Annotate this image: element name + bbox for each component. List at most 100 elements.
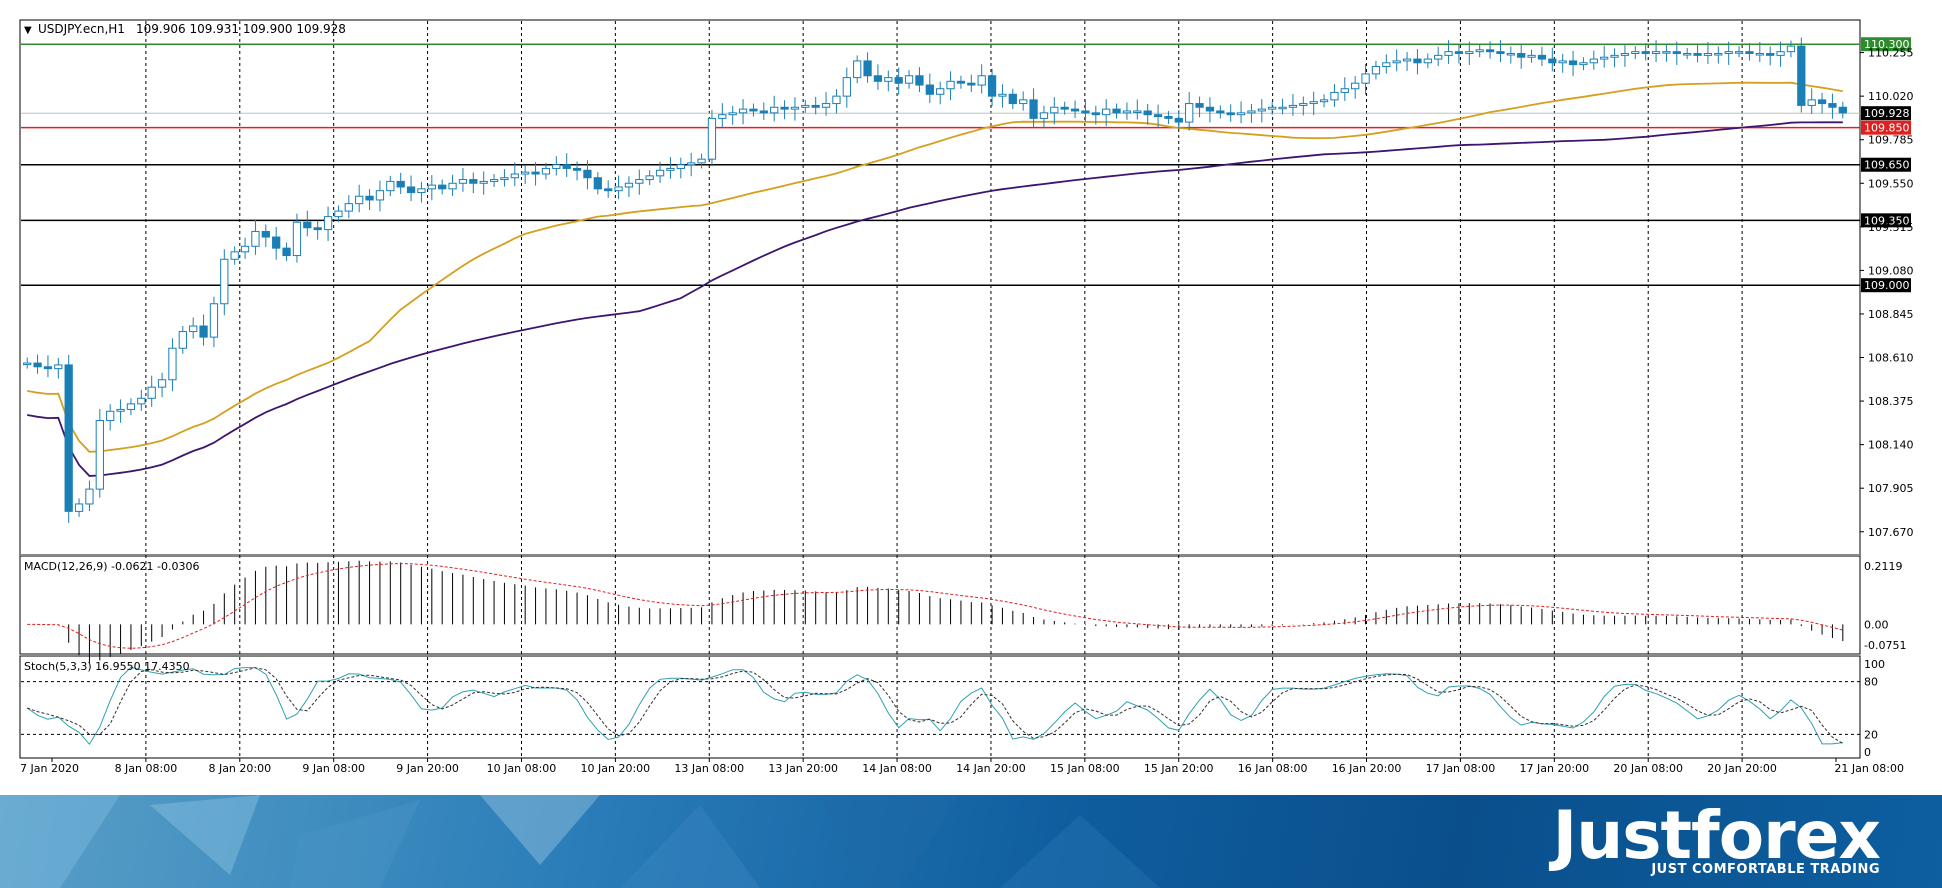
candle-body <box>614 186 623 192</box>
candle-body <box>998 93 1007 97</box>
candle-body <box>1195 103 1204 108</box>
candle-body <box>1475 49 1484 53</box>
candle-body <box>946 80 955 90</box>
candle-body <box>1299 103 1308 106</box>
y-tick-label: 108.845 <box>1868 308 1914 321</box>
candle-body <box>1672 51 1681 55</box>
candle-body <box>1807 99 1816 106</box>
y-tick-label: 109.550 <box>1868 177 1914 190</box>
candle-body <box>1589 58 1598 64</box>
candle-body <box>1631 51 1640 55</box>
candle-body <box>209 303 219 338</box>
candle-body <box>1693 53 1702 56</box>
x-tick-label: 9 Jan 08:00 <box>302 762 365 775</box>
brand-logo: Justforex <box>1552 797 1881 874</box>
candle-body <box>1216 110 1225 114</box>
chart-header-arrow[interactable]: ▼ <box>24 25 32 36</box>
candle-body <box>531 171 540 175</box>
candle-body <box>697 158 706 164</box>
candle-body <box>884 77 893 82</box>
x-tick-label: 14 Jan 20:00 <box>956 762 1026 775</box>
candle-body <box>1081 110 1090 114</box>
candle-body <box>1392 60 1401 64</box>
candle-body <box>303 221 312 229</box>
candle-body <box>427 184 436 190</box>
candle-body <box>438 184 447 190</box>
candle-body <box>1703 53 1713 56</box>
macd-y-label: 0.2119 <box>1864 560 1903 573</box>
stoch-y-label: 80 <box>1864 676 1878 689</box>
candle-body <box>1008 93 1017 105</box>
candle-body <box>386 180 395 192</box>
candle-body <box>562 164 571 169</box>
candle-body <box>1724 51 1733 55</box>
candle-body <box>1060 106 1069 110</box>
x-tick-label: 13 Jan 08:00 <box>674 762 744 775</box>
candle-body <box>1153 114 1163 118</box>
candle-body <box>1185 103 1194 123</box>
candle-body <box>1776 51 1785 56</box>
candle-body <box>1102 108 1111 116</box>
candle-body <box>126 403 136 410</box>
candle-body <box>334 210 343 218</box>
candle-body <box>1361 73 1370 84</box>
x-tick-label: 17 Jan 08:00 <box>1426 762 1496 775</box>
candle-body <box>251 230 260 247</box>
chart-symbol: USDJPY.ecn,H1 <box>38 22 125 36</box>
x-tick-label: 17 Jan 20:00 <box>1519 762 1589 775</box>
candle-body <box>604 188 613 192</box>
candle-body <box>770 106 779 114</box>
candle-body <box>1683 53 1692 56</box>
candle-body <box>1226 112 1235 116</box>
ma-fast-line <box>27 81 1843 453</box>
grid-lines <box>145 21 1743 757</box>
x-tick-label: 16 Jan 20:00 <box>1332 762 1402 775</box>
candle-body <box>1351 82 1360 90</box>
candle-body <box>168 347 177 381</box>
candle-body <box>1309 101 1318 105</box>
candle-body <box>1828 103 1837 108</box>
candle-body <box>718 114 727 119</box>
candle-body <box>1236 112 1246 116</box>
level-label: 110.300 <box>1864 38 1910 51</box>
candle-body <box>489 179 499 182</box>
candle-body <box>1133 110 1142 113</box>
candle-body <box>1257 108 1266 112</box>
candle-body <box>1050 106 1059 114</box>
candle-body <box>500 177 509 181</box>
macd-y-label: -0.0751 <box>1864 639 1906 652</box>
x-tick-label: 14 Jan 08:00 <box>862 762 932 775</box>
candle-body <box>510 173 519 179</box>
candle-body <box>1382 62 1391 67</box>
x-tick-label: 8 Jan 08:00 <box>115 762 178 775</box>
candle-body <box>790 106 800 110</box>
candle-body <box>157 379 167 388</box>
candle-body <box>1143 110 1152 116</box>
banner-decoration <box>0 795 1160 888</box>
candle-body <box>375 190 385 201</box>
level-label: 109.350 <box>1864 214 1910 227</box>
candle-body <box>1029 99 1038 119</box>
candle-body <box>1174 117 1183 123</box>
candle-body <box>635 179 644 184</box>
candle-body <box>448 182 457 190</box>
candle-body <box>1434 54 1443 60</box>
candle-body <box>1558 60 1567 64</box>
candle-body <box>1413 58 1422 64</box>
current-price-label: 109.928 <box>1864 107 1910 120</box>
candle-body <box>240 245 250 253</box>
level-label-box <box>1861 37 1911 52</box>
candle-body <box>956 80 966 84</box>
candle-body <box>894 77 903 84</box>
candle-body <box>230 251 239 260</box>
candle-body <box>74 503 84 512</box>
x-tick-label: 20 Jan 20:00 <box>1707 762 1777 775</box>
candle-body <box>1817 99 1827 105</box>
candle-body <box>1278 106 1287 110</box>
x-tick-label: 20 Jan 08:00 <box>1613 762 1683 775</box>
y-tick-label: 108.375 <box>1868 395 1914 408</box>
level-label: 109.850 <box>1864 122 1910 135</box>
candle-body <box>1734 51 1744 54</box>
candle-body <box>1444 51 1453 56</box>
candle-body <box>323 216 333 231</box>
